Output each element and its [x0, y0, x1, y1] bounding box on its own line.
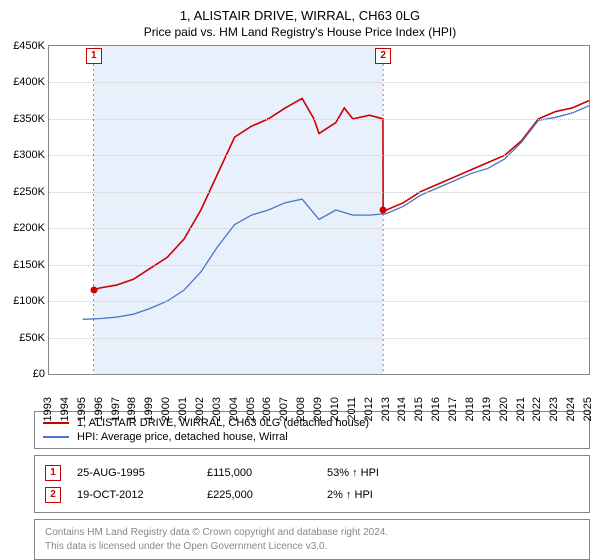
sale-date: 19-OCT-2012	[77, 489, 207, 501]
sale-row-marker: 2	[45, 487, 61, 503]
x-axis-label: 2005	[245, 397, 257, 421]
plot-region: £0£50K£100K£150K£200K£250K£300K£350K£400…	[48, 45, 590, 375]
legend-row: HPI: Average price, detached house, Wirr…	[43, 430, 581, 444]
gridline-h	[49, 301, 589, 302]
y-axis-label: £400K	[3, 76, 45, 88]
x-axis-label: 1996	[93, 397, 105, 421]
title-sub: Price paid vs. HM Land Registry's House …	[0, 25, 600, 39]
sale-marker: 1	[86, 48, 102, 64]
x-axis-label: 2017	[447, 397, 459, 421]
gridline-h	[49, 228, 589, 229]
y-axis-label: £350K	[3, 113, 45, 125]
x-axis-label: 2007	[278, 397, 290, 421]
gridline-h	[49, 265, 589, 266]
x-axis-label: 2019	[481, 397, 493, 421]
title-block: 1, ALISTAIR DRIVE, WIRRAL, CH63 0LG Pric…	[0, 0, 600, 41]
chart-area: £0£50K£100K£150K£200K£250K£300K£350K£400…	[48, 45, 590, 405]
x-axis-label: 2021	[515, 397, 527, 421]
gridline-h	[49, 119, 589, 120]
gridline-h	[49, 155, 589, 156]
x-axis-label: 2014	[396, 397, 408, 421]
gridline-h	[49, 82, 589, 83]
sale-row: 1 25-AUG-1995£115,00053% ↑ HPI	[45, 462, 579, 484]
x-axis-label: 1995	[76, 397, 88, 421]
sale-point-dot	[90, 287, 97, 294]
y-axis-label: £450K	[3, 40, 45, 52]
sale-row-marker: 1	[45, 465, 61, 481]
x-axis-label: 2022	[531, 397, 543, 421]
sale-date: 25-AUG-1995	[77, 467, 207, 479]
y-axis-label: £150K	[3, 259, 45, 271]
y-axis-label: £250K	[3, 186, 45, 198]
x-axis-label: 2000	[160, 397, 172, 421]
legend-swatch	[43, 436, 69, 438]
x-axis-label: 2013	[380, 397, 392, 421]
title-main: 1, ALISTAIR DRIVE, WIRRAL, CH63 0LG	[0, 8, 600, 23]
x-axis-label: 2002	[194, 397, 206, 421]
series-line	[83, 106, 589, 320]
sale-point-dot	[380, 207, 387, 214]
sale-price: £225,000	[207, 489, 327, 501]
x-axis-label: 2011	[346, 397, 358, 421]
x-axis-label: 2025	[582, 397, 594, 421]
x-axis-label: 2024	[565, 397, 577, 421]
legend-label: HPI: Average price, detached house, Wirr…	[77, 431, 288, 443]
chart-container: 1, ALISTAIR DRIVE, WIRRAL, CH63 0LG Pric…	[0, 0, 600, 560]
sale-delta: 53% ↑ HPI	[327, 467, 379, 479]
y-axis-label: £50K	[3, 332, 45, 344]
x-axis-label: 1999	[143, 397, 155, 421]
footer-line1: Contains HM Land Registry data © Crown c…	[45, 526, 579, 540]
x-axis-label: 2003	[211, 397, 223, 421]
sale-delta: 2% ↑ HPI	[327, 489, 373, 501]
sale-marker: 2	[375, 48, 391, 64]
x-axis-label: 2016	[430, 397, 442, 421]
legend-swatch	[43, 422, 69, 424]
x-axis-label: 1994	[59, 397, 71, 421]
y-axis-label: £200K	[3, 222, 45, 234]
x-axis-label: 2010	[329, 397, 341, 421]
y-axis-label: £0	[3, 368, 45, 380]
series-line	[94, 98, 589, 290]
footer-box: Contains HM Land Registry data © Crown c…	[34, 519, 590, 560]
gridline-h	[49, 338, 589, 339]
sale-row: 2 19-OCT-2012£225,0002% ↑ HPI	[45, 484, 579, 506]
gridline-h	[49, 192, 589, 193]
sale-price: £115,000	[207, 467, 327, 479]
x-axis-label: 2009	[312, 397, 324, 421]
x-axis-label: 2012	[363, 397, 375, 421]
x-axis-label: 2006	[261, 397, 273, 421]
line-series-svg	[49, 46, 589, 374]
x-axis-label: 2023	[548, 397, 560, 421]
x-axis-label: 2018	[464, 397, 476, 421]
x-axis-label: 2008	[295, 397, 307, 421]
x-axis-label: 1997	[110, 397, 122, 421]
y-axis-label: £100K	[3, 295, 45, 307]
sales-box: 1 25-AUG-1995£115,00053% ↑ HPI 2 19-OCT-201…	[34, 455, 590, 513]
footer-line2: This data is licensed under the Open Gov…	[45, 540, 579, 554]
x-axis-label: 2015	[413, 397, 425, 421]
y-axis-label: £300K	[3, 149, 45, 161]
x-axis-label: 2001	[177, 397, 189, 421]
x-axis-label: 2004	[228, 397, 240, 421]
x-axis-label: 1993	[42, 397, 54, 421]
x-axis-label: 1998	[126, 397, 138, 421]
x-axis-label: 2020	[498, 397, 510, 421]
